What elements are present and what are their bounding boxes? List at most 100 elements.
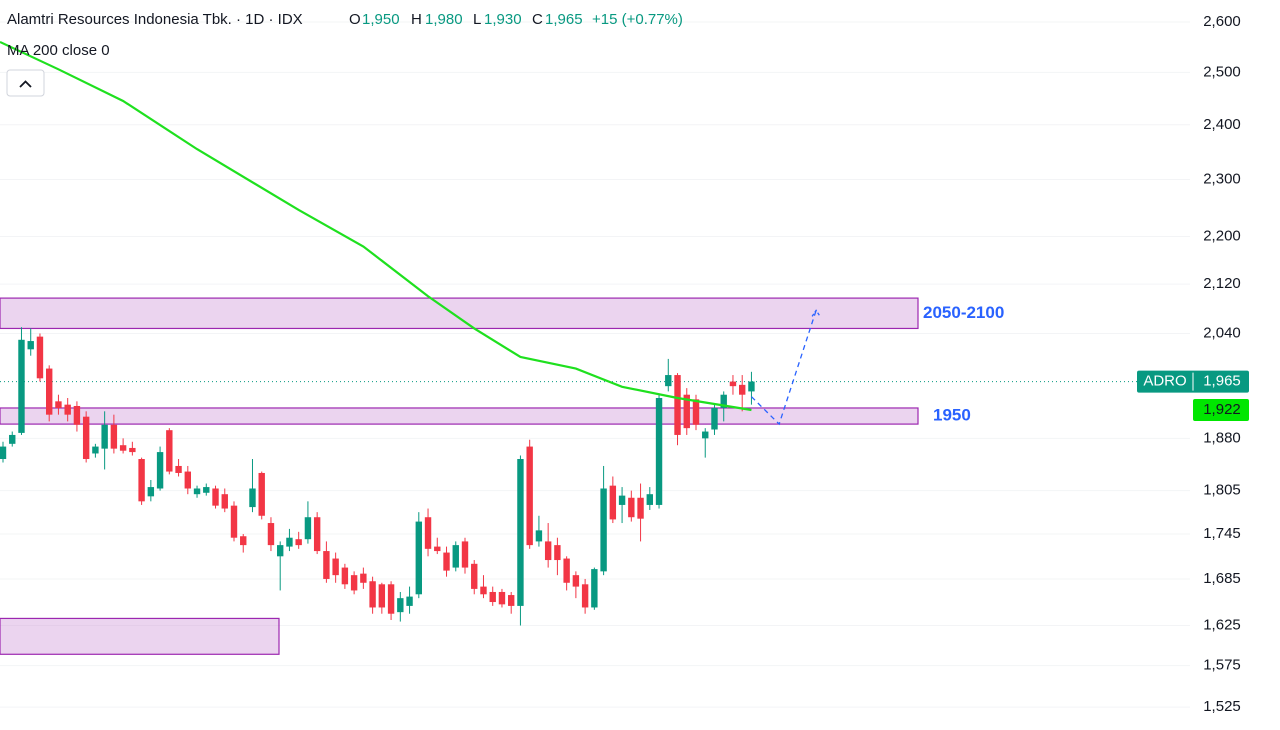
candle-body <box>609 485 617 520</box>
candle-body <box>397 598 404 613</box>
candle-body <box>406 596 413 606</box>
collapse-button-frame[interactable] <box>6 69 45 97</box>
candle-body <box>203 487 210 493</box>
candle-body <box>27 341 34 350</box>
candle-body <box>702 431 709 439</box>
candle-body <box>720 394 727 408</box>
candle-body <box>544 541 552 561</box>
candle-body <box>64 404 71 415</box>
candle-body <box>378 584 386 608</box>
candle-body <box>92 446 99 454</box>
candle-body <box>498 591 506 605</box>
candle-body <box>304 517 312 540</box>
candle-body <box>184 471 191 489</box>
candle-body <box>267 523 275 546</box>
candle-body <box>748 381 755 392</box>
candle-body <box>739 384 746 395</box>
y-tick-label: 1,685 <box>1203 570 1241 587</box>
candle-body <box>517 459 524 606</box>
y-tick-label: 1,625 <box>1203 616 1241 633</box>
candle-body <box>166 430 173 472</box>
candle-body <box>452 545 459 568</box>
candle-body <box>443 552 450 571</box>
candle-body <box>18 339 25 433</box>
ohlc-value: 1,980 <box>425 11 463 28</box>
ohlc-value: 1,950 <box>362 11 400 28</box>
y-tick-label: 2,120 <box>1203 275 1241 292</box>
candle-body <box>46 368 53 415</box>
ma-line <box>0 40 752 412</box>
ohlc-key: H <box>411 11 422 28</box>
candle-body <box>101 424 108 449</box>
candle-body <box>73 405 81 425</box>
y-tick-label: 2,040 <box>1203 324 1241 341</box>
candle-body <box>147 487 155 497</box>
candle-body <box>637 497 644 519</box>
candle-body <box>0 446 7 460</box>
candle-body <box>434 546 441 552</box>
candle-body <box>424 517 432 549</box>
candle-body <box>655 398 663 505</box>
candle-body <box>508 595 515 606</box>
candle-body <box>692 399 700 425</box>
y-tick-label: 1,805 <box>1203 482 1241 499</box>
candle-body <box>193 488 201 495</box>
ohlc-value: 1,965 <box>545 11 583 28</box>
candle-body <box>240 536 247 546</box>
candle-body <box>212 488 219 506</box>
candle-body <box>591 569 598 608</box>
candle-body <box>36 336 44 379</box>
zone <box>0 407 919 425</box>
candle-body <box>711 407 718 430</box>
candle-body <box>415 521 422 595</box>
collapse-button[interactable] <box>6 69 45 97</box>
symbol-label: ADRO <box>1143 373 1186 390</box>
candle-body <box>258 472 265 516</box>
candle-body <box>480 586 487 595</box>
candle-body <box>665 375 672 387</box>
candle-body <box>535 530 543 542</box>
candle-body <box>323 551 330 579</box>
zone-label: 1950 <box>933 406 971 425</box>
price-change: +15 (+0.77%) <box>592 11 683 28</box>
candle-body <box>563 558 570 583</box>
y-tick-label: 1,745 <box>1203 525 1241 542</box>
candle-body <box>9 434 16 444</box>
candle-body <box>526 446 533 546</box>
chart-title: Alamtri Resources Indonesia Tbk. · 1D · … <box>7 11 303 28</box>
candle-body <box>360 573 367 583</box>
candle-body <box>387 584 395 614</box>
last-price-label: 1,965 <box>1203 373 1241 390</box>
y-tick-label: 2,500 <box>1203 63 1241 80</box>
collapse-icon[interactable] <box>19 80 32 88</box>
candle-body <box>221 494 228 509</box>
candle-body <box>461 541 469 568</box>
candle-body <box>119 445 127 451</box>
candle-body <box>277 545 284 557</box>
candle-body <box>332 558 339 576</box>
candle-body <box>82 416 90 460</box>
indicator-label: MA 200 close 0 <box>7 42 110 59</box>
candle-body <box>729 381 737 387</box>
candle-body <box>628 497 635 518</box>
y-tick-label: 1,575 <box>1203 657 1241 674</box>
y-tick-label: 2,200 <box>1203 227 1241 244</box>
candle-body <box>249 488 256 508</box>
candle-body <box>341 567 349 585</box>
candle-body <box>295 539 302 546</box>
projection-line <box>750 310 817 426</box>
ohlc-key: O <box>349 11 361 28</box>
ohlc-key: C <box>532 11 543 28</box>
candle-body <box>600 488 607 572</box>
candle-body <box>683 394 690 429</box>
candle-body <box>110 424 118 449</box>
candle-body <box>313 517 321 552</box>
candle-body <box>369 581 376 608</box>
y-tick-label: 2,600 <box>1203 13 1241 30</box>
candle-body <box>350 575 358 591</box>
candle-body <box>55 401 62 408</box>
projection-arrowhead <box>811 309 821 317</box>
candle-body <box>572 575 580 587</box>
candle-body <box>175 465 182 473</box>
